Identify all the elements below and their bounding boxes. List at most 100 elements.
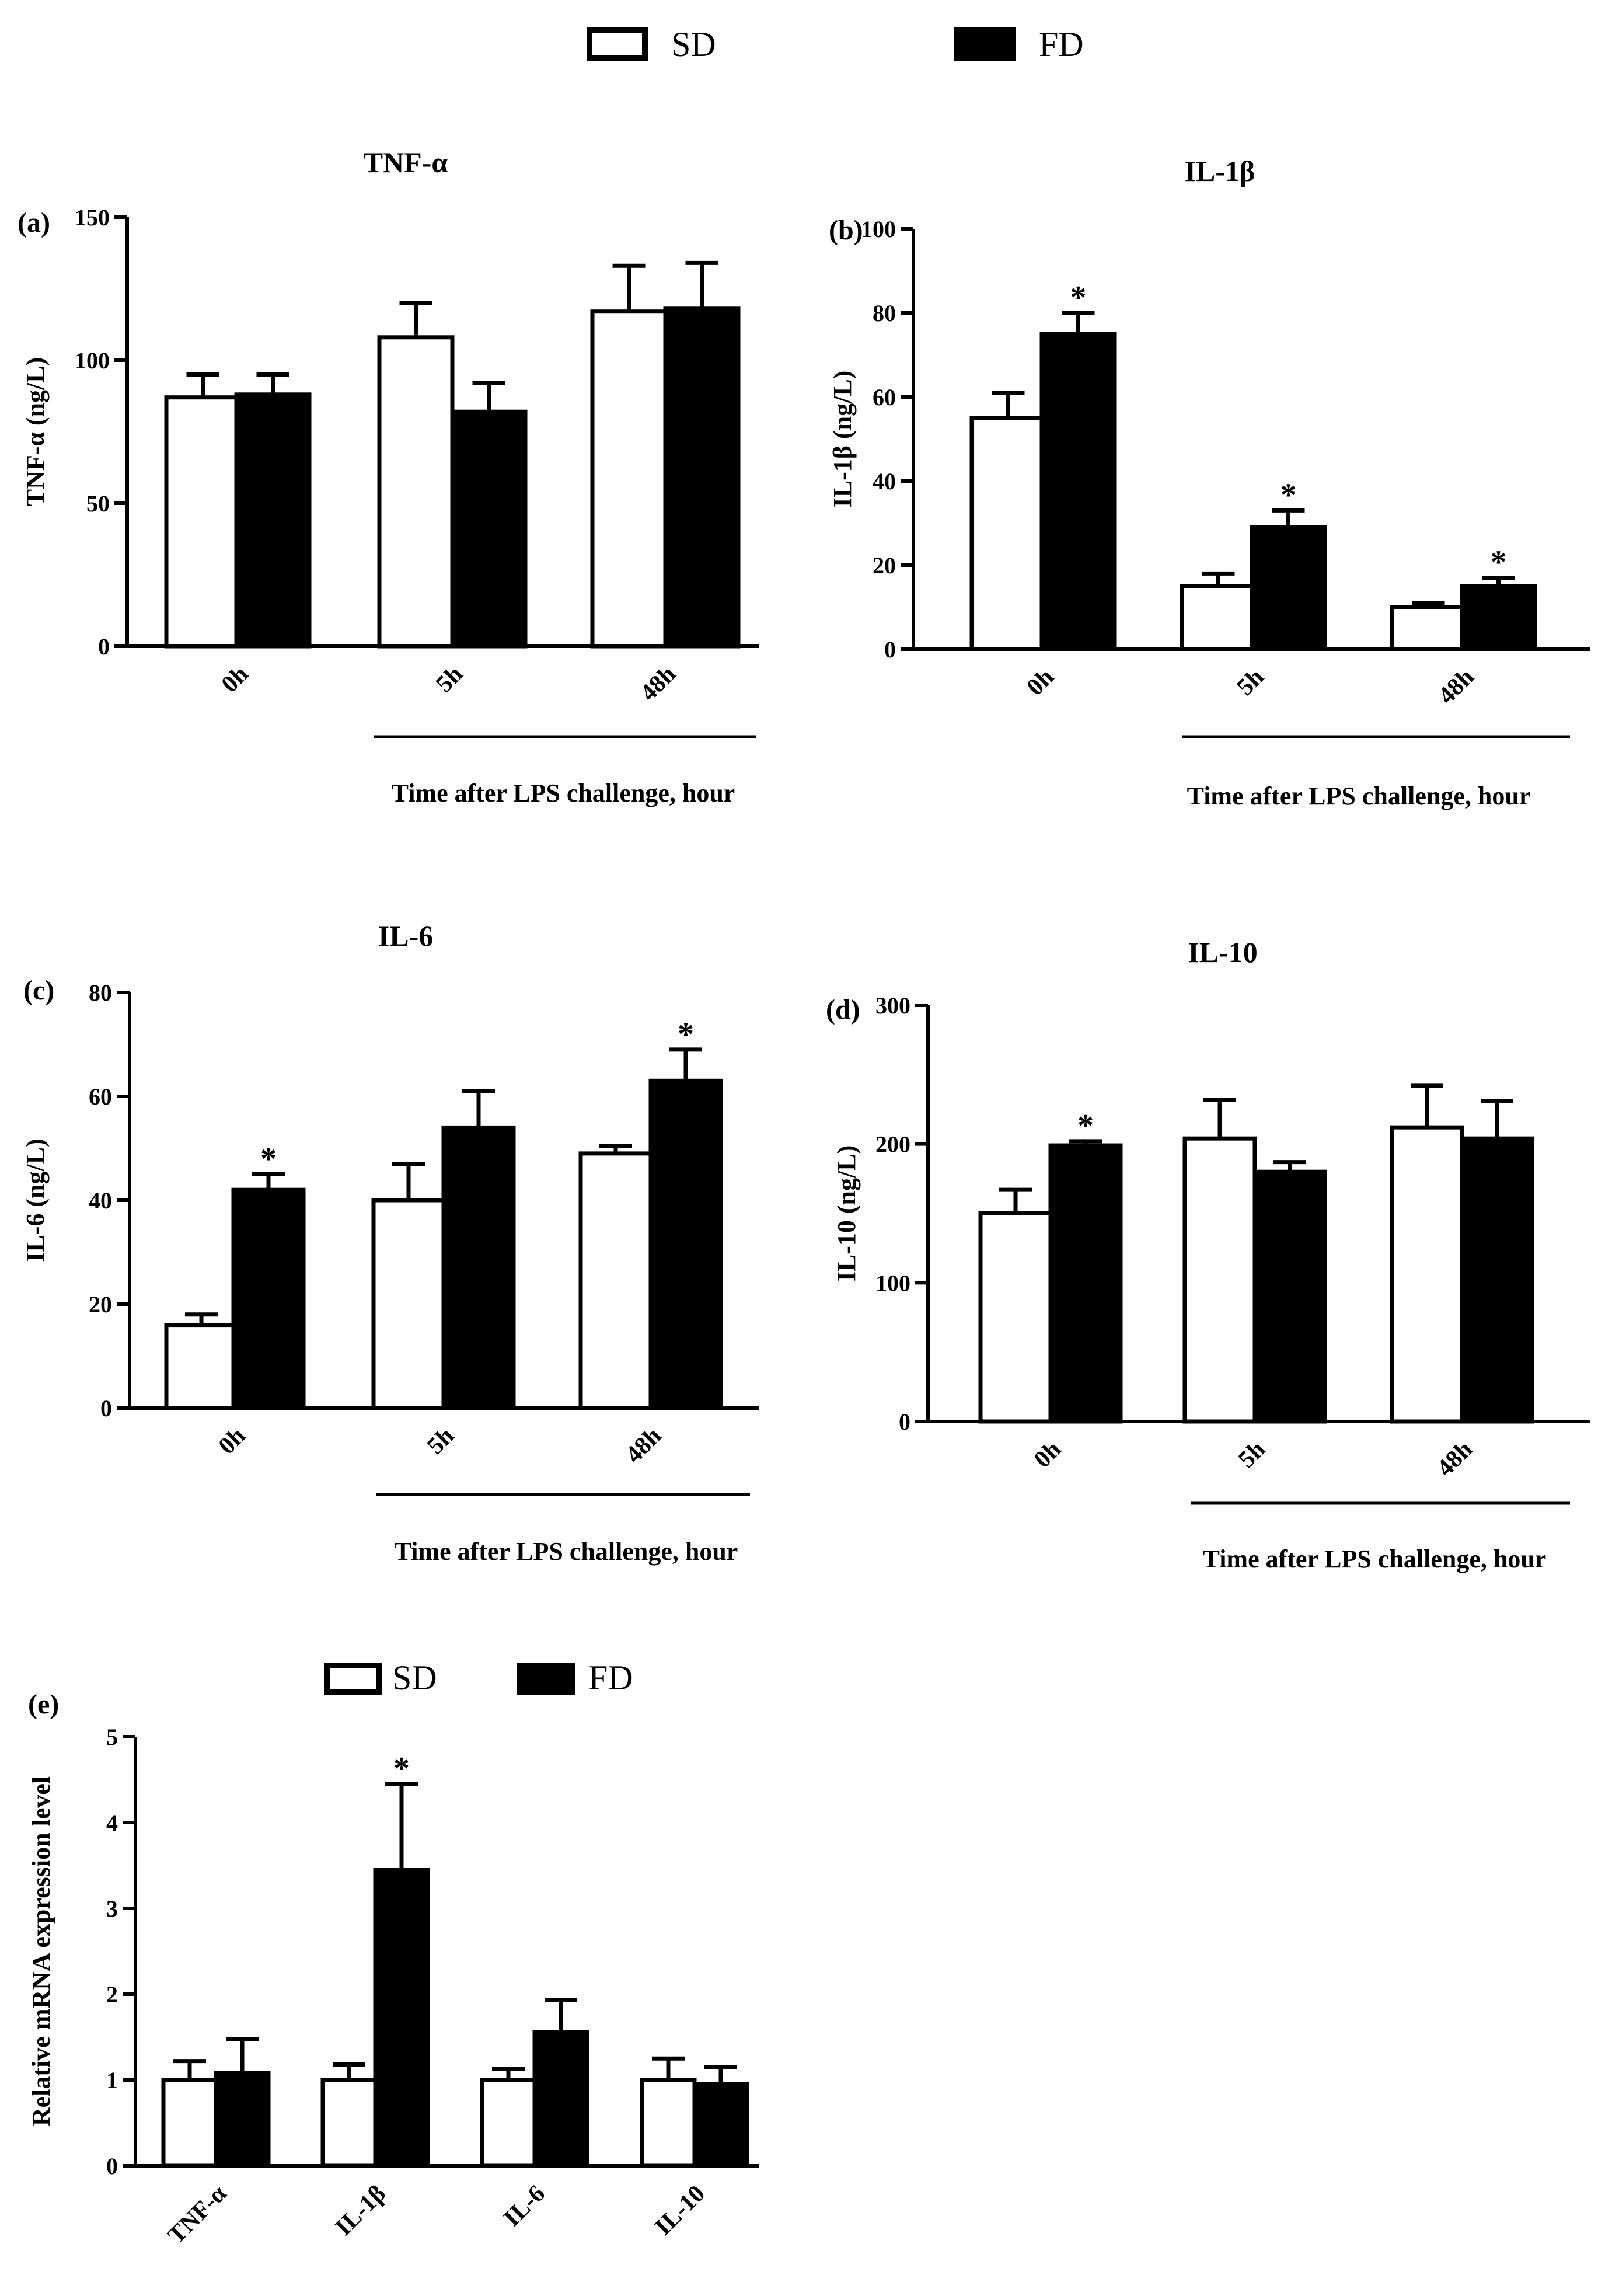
panel-label-a: (a) [18,207,50,238]
panel-d: IL-10 (d) 0 100 200 300 IL-10 (ng/L) * 0h 5h 48h Ti… [826,936,1590,1573]
bar-e-fd-2 [532,2030,589,2168]
x-tick-label-a: 0h [217,661,254,698]
bar-c-fd-2 [648,1078,723,1410]
y-axis-label-e: Relative mRNA expression level [27,1776,55,2126]
y-tick-label-d: 100 [875,1270,910,1296]
bar-d-fd-0 [1048,1143,1123,1424]
y-tick-label-c: 40 [89,1187,112,1214]
bar-b-fd-2 [1460,584,1537,651]
bar-a-sd-2 [590,309,668,649]
y-tick-label-b: 80 [873,300,896,326]
y-axis-label-d: IL-10 (ng/L) [832,1145,861,1281]
x-tick-label-c: 0h [214,1423,251,1460]
panel-label-d: (d) [826,994,860,1025]
legend-e: SD FD [324,1659,633,1697]
bar-e-sd-1 [320,2078,378,2168]
legend-top: SD FD [587,25,1084,64]
bar-e-fd-1 [373,1868,430,2168]
y-tick-label-a: 0 [98,633,110,660]
bar-c-fd-1 [441,1125,516,1410]
x-tick-label-d: 48h [1432,1436,1478,1482]
significance-star-e: * [393,1751,410,1787]
y-tick-label-d: 200 [875,1131,910,1158]
x-tick-label-b: 5h [1232,664,1269,701]
legend-top-sd-label: SD [671,25,716,64]
bar-e-fd-0 [214,2071,271,2168]
bar-a-sd-1 [377,335,455,649]
y-tick-label-e: 2 [106,1981,118,2008]
panel-c: IL-6 (c) 0 20 40 60 80 IL-6 (ng/L) * 0h 5h * 48h Time… [21,919,759,1566]
significance-star-c: * [260,1141,277,1177]
bar-b-fd-0 [1039,332,1117,651]
x-tick-label-c: 5h [422,1423,459,1460]
panel-label-e: (e) [28,1689,59,1720]
y-tick-label-b: 40 [873,468,896,494]
legend-e-sd-label: SD [392,1659,437,1697]
bar-b-fd-1 [1250,525,1327,651]
y-tick-label-e: 4 [106,1810,118,1836]
x-tick-label-c: 48h [620,1423,667,1469]
significance-star-d: * [1077,1108,1094,1144]
y-tick-label-e: 1 [106,2067,118,2093]
panel-label-b: (b) [829,215,863,246]
bar-c-fd-0 [231,1187,306,1410]
bar-d-fd-1 [1252,1169,1327,1424]
legend-e-fd-label: FD [588,1659,633,1697]
y-tick-label-e: 0 [106,2153,118,2179]
bar-e-sd-3 [640,2078,697,2168]
y-tick-label-e: 5 [106,1724,118,1750]
chart-title-d: IL-10 [1188,936,1257,968]
x-tick-label-e: IL-6 [498,2180,550,2232]
x-tick-label-e: TNF-α [163,2180,232,2249]
bar-b-sd-0 [969,416,1047,651]
bar-a-sd-0 [164,395,242,649]
bar-e-sd-2 [480,2078,537,2168]
significance-star-b: * [1070,280,1087,316]
bar-c-sd-1 [371,1198,446,1410]
x-tick-label-b: 0h [1022,664,1059,701]
y-tick-label-c: 60 [89,1083,112,1110]
bar-d-sd-0 [978,1211,1053,1424]
y-tick-label-e: 3 [106,1896,118,1922]
x-axis-label-d: Time after LPS challenge, hour [1203,1545,1547,1573]
y-tick-label-a: 150 [75,204,110,231]
bar-e-sd-0 [161,2078,218,2168]
legend-e-sd-swatch [324,1663,382,1695]
bar-c-sd-0 [164,1323,239,1410]
bar-d-fd-2 [1460,1136,1534,1424]
y-tick-label-c: 20 [89,1291,112,1318]
x-tick-label-d: 5h [1233,1436,1271,1473]
bar-b-sd-2 [1390,605,1467,651]
x-tick-label-a: 5h [431,661,468,698]
bar-d-sd-2 [1390,1125,1464,1424]
bar-a-fd-1 [450,409,528,649]
y-tick-label-c: 0 [100,1395,112,1422]
y-tick-label-b: 0 [884,636,896,663]
y-tick-label-d: 300 [875,992,910,1019]
x-axis-label-a: Time after LPS challenge, hour [392,779,735,807]
y-axis-label-b: IL-1β (ng/L) [828,371,857,508]
legend-top-fd-label: FD [1039,25,1084,64]
panel-e: (e) 0 1 2 3 4 5 Relative mRNA expression level T… [27,1689,759,2249]
x-tick-label-a: 48h [635,661,681,707]
x-tick-label-b: 48h [1433,664,1480,710]
y-tick-label-b: 100 [861,216,896,242]
panel-a: TNF-α (a) 0 50 100 150 TNF-α (ng/L) 0h 5h 48h Time… [18,146,759,807]
y-tick-label-d: 0 [899,1409,910,1435]
y-tick-label-b: 20 [873,552,896,579]
x-tick-label-d: 0h [1029,1436,1066,1473]
panel-label-c: (c) [23,975,54,1006]
significance-star-c: * [678,1016,694,1053]
chart-title-c: IL-6 [378,919,433,952]
y-tick-label-a: 50 [86,490,110,517]
bar-a-fd-0 [234,392,312,649]
legend-top-fd-swatch [954,27,1016,61]
bar-b-sd-1 [1180,584,1257,651]
y-axis-label-a: TNF-α (ng/L) [21,357,50,507]
y-tick-label-b: 60 [873,384,896,410]
bar-c-sd-2 [578,1151,653,1410]
y-axis-label-c: IL-6 (ng/L) [21,1138,50,1262]
x-axis-label-b: Time after LPS challenge, hour [1187,782,1531,810]
